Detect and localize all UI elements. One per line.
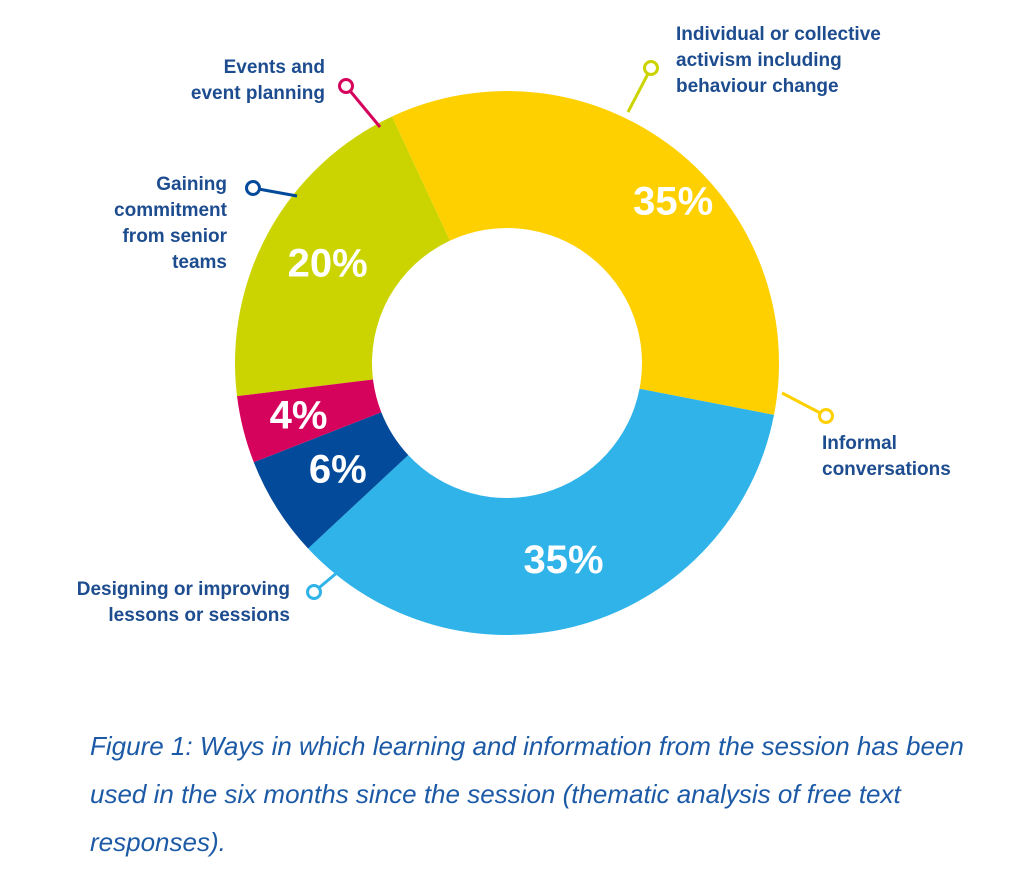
callout-gaining-line-3: from senior xyxy=(122,226,227,247)
callout-events: Events and event planning xyxy=(191,55,325,107)
callout-activism-line-1: Individual or collective xyxy=(676,24,881,45)
slice-events xyxy=(237,379,382,463)
callout-informal: Informal conversations xyxy=(822,431,951,483)
donut-slices xyxy=(234,90,779,635)
callout-gaining-line-2: commitment xyxy=(114,200,227,221)
leader-line-informal xyxy=(781,391,827,418)
leader-marker-informal xyxy=(818,408,834,424)
leader-marker-gaining xyxy=(245,180,261,196)
leader-line-designing xyxy=(313,543,371,594)
leader-marker-activism xyxy=(643,60,659,76)
slice-informal xyxy=(392,90,779,415)
callout-gaining-line-4: teams xyxy=(172,252,227,273)
figure-caption: Figure 1: Ways in which learning and inf… xyxy=(90,731,964,857)
callout-leaders xyxy=(245,60,834,600)
leader-line-events xyxy=(344,85,382,128)
leader-line-activism xyxy=(626,67,653,113)
leader-marker-designing xyxy=(306,584,322,600)
callout-designing: Designing or improving lessons or sessio… xyxy=(77,577,290,629)
slice-designing xyxy=(308,388,775,635)
slice-gaining xyxy=(253,412,409,549)
callout-events-line-1: Events and xyxy=(223,57,325,78)
percent-label-designing: 35% xyxy=(523,538,603,582)
callout-designing-line-2: lessons or sessions xyxy=(108,605,290,626)
percent-label-informal: 35% xyxy=(633,179,713,223)
callout-gaining-line-1: Gaining xyxy=(156,174,227,195)
callout-activism-line-2: activism including xyxy=(676,50,842,71)
callout-activism: Individual or collective activism includ… xyxy=(676,22,881,100)
slice-activism xyxy=(234,116,450,397)
donut-chart: 20% 35% 35% 6% 4% xyxy=(234,60,834,635)
callout-informal-line-1: Informal xyxy=(822,433,897,454)
percent-label-activism: 20% xyxy=(288,242,368,286)
percent-label-events: 4% xyxy=(270,394,328,438)
callout-designing-line-1: Designing or improving xyxy=(76,579,290,600)
callout-events-line-2: event planning xyxy=(190,83,325,104)
callout-informal-line-2: conversations xyxy=(822,459,951,480)
callout-gaining: Gaining commitment from senior teams xyxy=(114,172,227,276)
leader-marker-events xyxy=(338,78,354,94)
percent-label-gaining: 6% xyxy=(309,448,367,492)
callout-activism-line-3: behaviour change xyxy=(676,76,839,97)
slice-percent-labels: 20% 35% 35% 6% 4% xyxy=(270,179,714,582)
